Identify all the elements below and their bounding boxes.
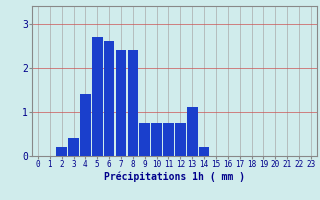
Bar <box>163 123 174 156</box>
Bar <box>80 94 91 156</box>
X-axis label: Précipitations 1h ( mm ): Précipitations 1h ( mm ) <box>104 172 245 182</box>
Bar <box>104 41 115 156</box>
Bar <box>116 50 126 156</box>
Bar <box>92 37 103 156</box>
Bar <box>175 123 186 156</box>
Bar <box>140 123 150 156</box>
Bar <box>187 107 197 156</box>
Bar <box>56 147 67 156</box>
Bar <box>151 123 162 156</box>
Bar <box>68 138 79 156</box>
Bar <box>199 147 209 156</box>
Bar <box>128 50 138 156</box>
